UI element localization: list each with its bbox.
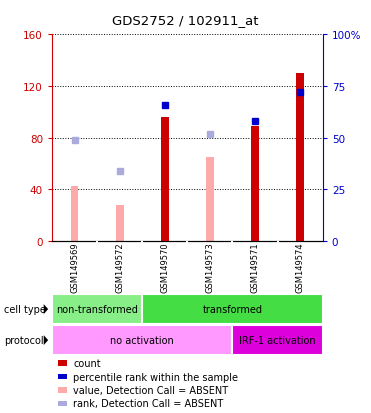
Text: GSM149571: GSM149571 (250, 242, 260, 293)
Text: count: count (73, 358, 101, 368)
Bar (52, 325, 233, 355)
Text: GSM149570: GSM149570 (160, 242, 169, 293)
Text: percentile rank within the sample: percentile rank within the sample (73, 372, 239, 382)
Bar (58, 387, 68, 393)
Bar (58, 360, 68, 366)
Bar (206, 158, 214, 242)
Bar (52, 294, 142, 324)
Text: cell type: cell type (4, 304, 46, 314)
Bar (116, 206, 124, 242)
Bar (251, 127, 259, 242)
Text: rank, Detection Call = ABSENT: rank, Detection Call = ABSENT (73, 399, 224, 408)
Text: protocol: protocol (4, 335, 43, 345)
Text: GSM149569: GSM149569 (70, 242, 79, 293)
Text: GSM149572: GSM149572 (115, 242, 124, 293)
Text: transformed: transformed (203, 304, 263, 314)
Text: value, Detection Call = ABSENT: value, Detection Call = ABSENT (73, 385, 229, 395)
Text: GSM149573: GSM149573 (206, 242, 214, 293)
Text: GSM149574: GSM149574 (296, 242, 305, 293)
Text: no activation: no activation (110, 335, 174, 345)
Text: non-transformed: non-transformed (56, 304, 138, 314)
Bar (161, 118, 169, 242)
Bar (58, 374, 68, 380)
Text: IRF-1 activation: IRF-1 activation (239, 335, 316, 345)
Bar (296, 74, 304, 242)
Bar (58, 401, 68, 406)
Text: GDS2752 / 102911_at: GDS2752 / 102911_at (112, 14, 259, 27)
Bar (142, 294, 323, 324)
Bar (233, 325, 323, 355)
Bar (70, 186, 78, 242)
